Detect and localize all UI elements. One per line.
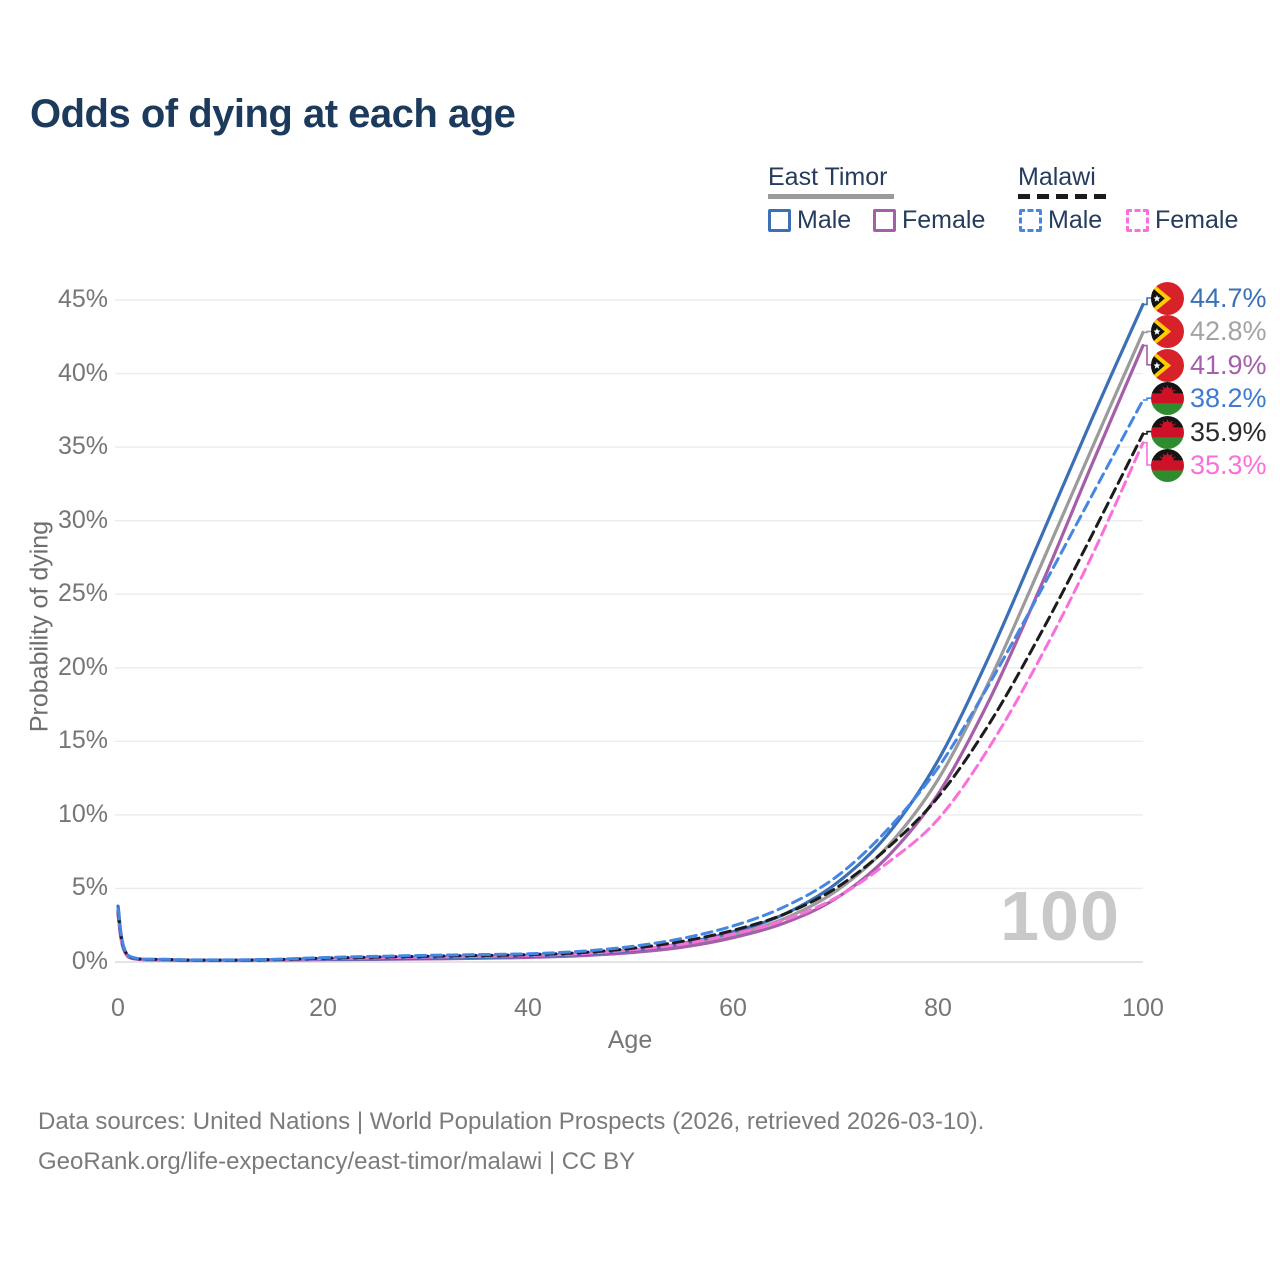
x-tick-label: 100 [1122,994,1164,1022]
y-tick-label: 15% [57,726,108,754]
legend-item-label: Male [797,205,852,234]
series-end-value: 35.3% [1190,449,1267,480]
x-tick-label: 0 [111,994,125,1022]
legend-item-east-timor-male[interactable]: Male [768,205,851,235]
page-title: Odds of dying at each age [30,92,516,136]
series-end-label-malawi-both: 35.9% [1151,415,1267,449]
legend-swatch-malawi-male-icon [1019,208,1042,232]
series-end-label-east-timor-male: 44.7% [1151,281,1267,315]
y-tick-label: 45% [57,285,108,313]
y-tick-label: 5% [71,873,108,901]
east-timor-flag-icon [1151,348,1184,382]
malawi-flag-icon [1151,415,1184,449]
legend-item-label: Female [1155,205,1239,234]
y-tick-label: 10% [57,800,108,828]
y-tick-label: 30% [57,506,108,534]
x-tick-label: 20 [309,994,337,1022]
attribution-text: GeoRank.org/life-expectancy/east-timor/m… [38,1148,636,1175]
series-end-value: 38.2% [1190,382,1267,413]
y-tick-label: 40% [57,359,108,387]
legend-item-label: Male [1048,205,1103,234]
x-axis-title: Age [607,1026,653,1054]
legend-country-malawi[interactable]: Malawi [1018,163,1096,191]
x-tick-label: 40 [514,994,542,1022]
legend-item-label: Female [902,205,986,234]
legend-item-malawi-male[interactable]: Male [1019,205,1102,235]
series-end-value: 41.9% [1190,349,1267,380]
series-end-label-east-timor-both: 42.8% [1151,314,1267,348]
malawi-flag-icon [1151,448,1184,482]
series-end-value: 35.9% [1190,416,1267,447]
legend-swatch-malawi-female-icon [1126,208,1149,232]
x-tick-label: 60 [719,994,747,1022]
data-sources-text: Data sources: United Nations | World Pop… [38,1108,985,1135]
legend-underline-malawi [1018,194,1106,199]
malawi-flag-icon [1151,381,1184,415]
legend-swatch-east-timor-male-icon [768,208,791,232]
series-end-value: 42.8% [1190,315,1267,346]
x-tick-label: 80 [924,994,952,1022]
series-end-label-east-timor-female: 41.9% [1151,348,1267,382]
legend-underline-east-timor [768,194,894,199]
legend-item-east-timor-female[interactable]: Female [873,205,985,235]
series-end-label-malawi-female: 35.3% [1151,448,1267,482]
y-tick-label: 0% [71,947,108,975]
east-timor-flag-icon [1151,281,1184,315]
y-tick-label: 25% [57,579,108,607]
series-end-value: 44.7% [1190,282,1267,313]
legend-country-east-timor[interactable]: East Timor [768,163,888,191]
legend-swatch-east-timor-female-icon [873,208,896,232]
legend-item-malawi-female[interactable]: Female [1126,205,1238,235]
east-timor-flag-icon [1151,314,1184,348]
series-end-label-malawi-male: 38.2% [1151,381,1267,415]
y-tick-label: 20% [57,653,108,681]
y-tick-label: 35% [57,432,108,460]
hover-age-watermark: 100 [1000,877,1120,955]
